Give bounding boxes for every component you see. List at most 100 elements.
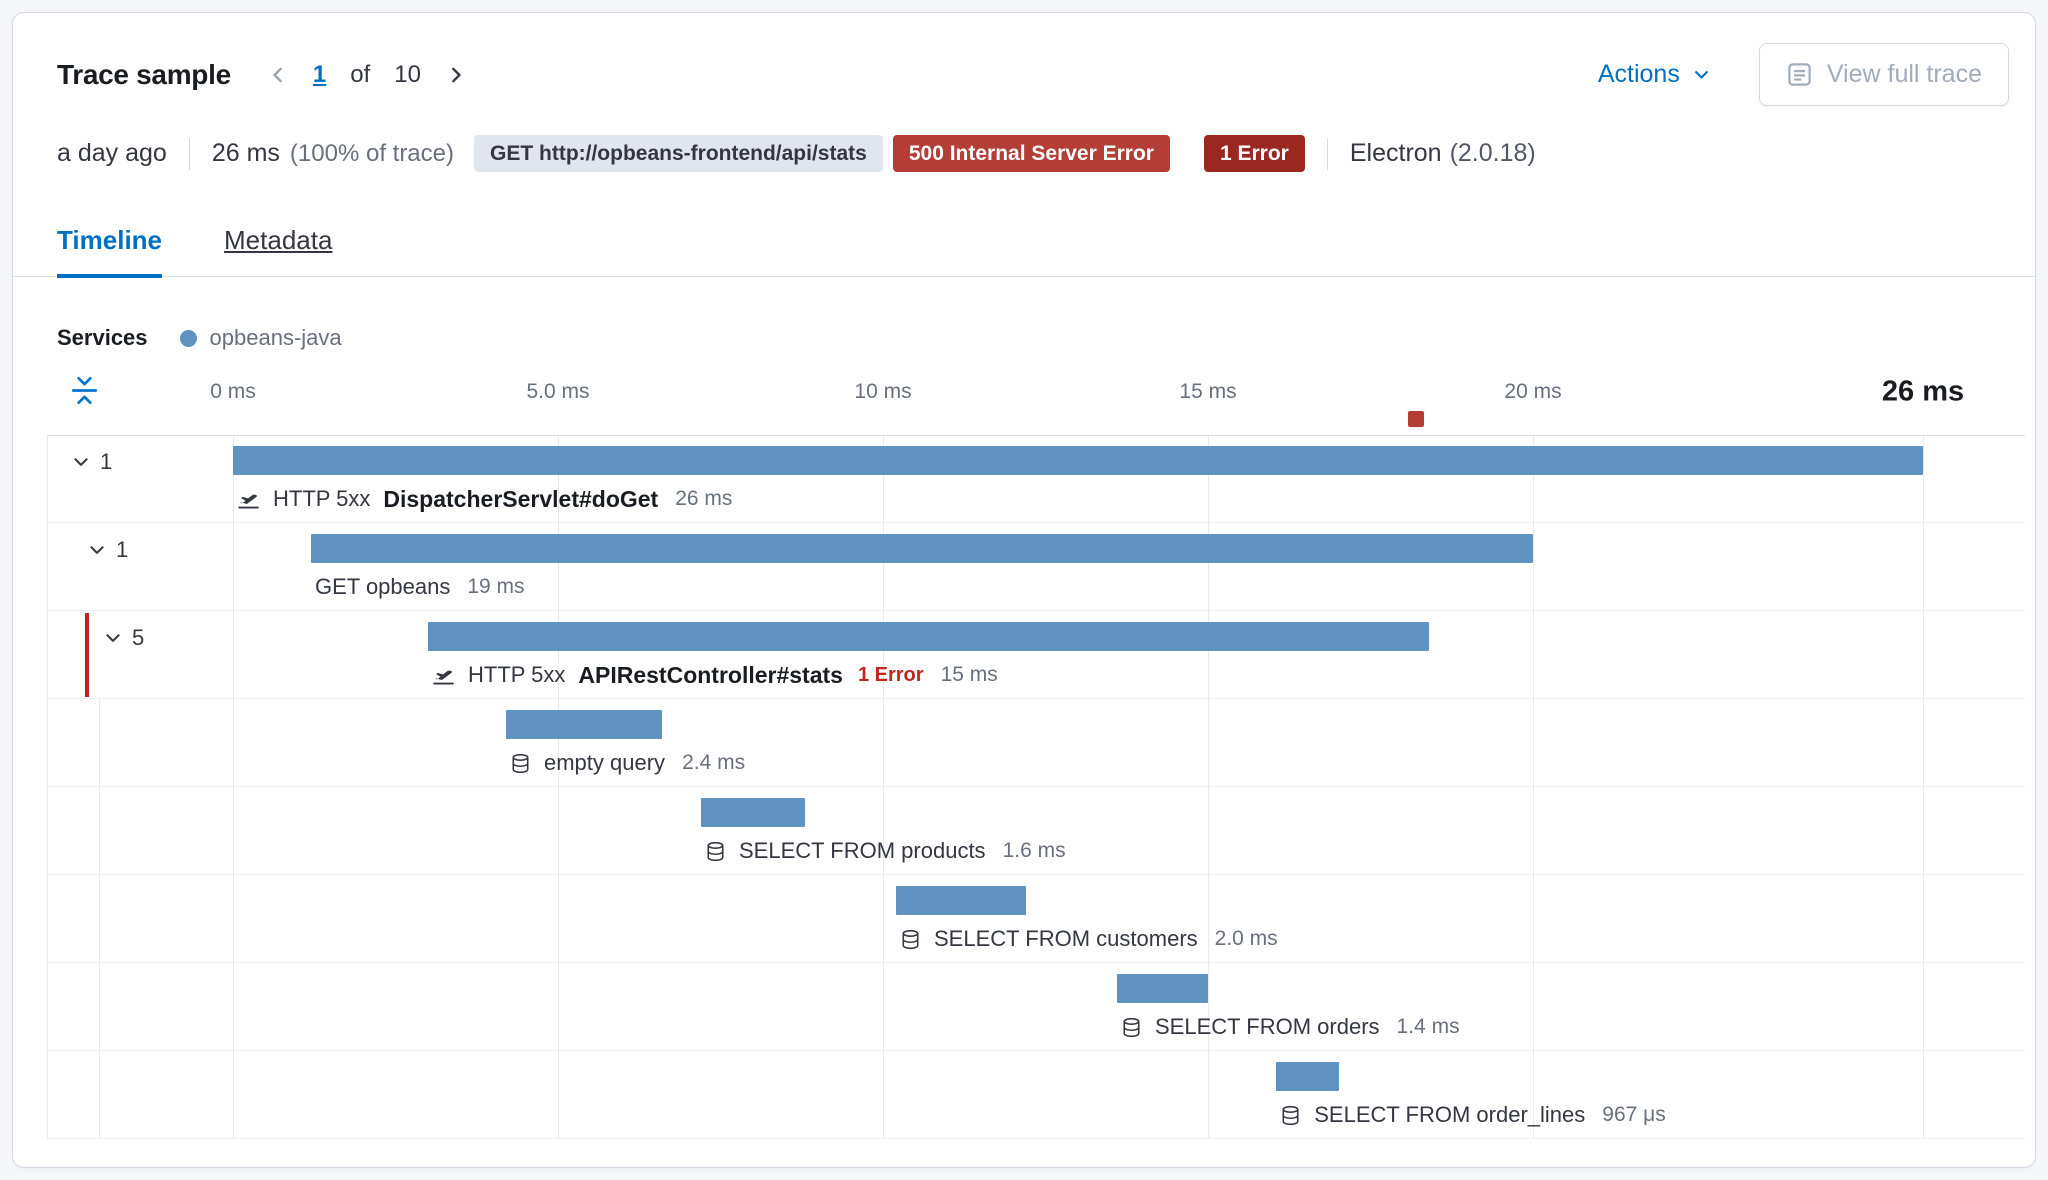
waterfall-row[interactable]: SELECT FROM order_lines 967 μs — [47, 1051, 2025, 1139]
trace-icon — [1786, 61, 1813, 88]
row-expand-toggle[interactable]: 5 — [103, 625, 144, 651]
divider — [188, 137, 190, 170]
span-error-label: 1 Error — [857, 663, 924, 686]
axis-gridline — [558, 435, 559, 1139]
database-icon — [1280, 1105, 1301, 1126]
span-label[interactable]: HTTP 5xx APIRestController#stats 1 Error 15… — [432, 658, 998, 692]
span-duration: 1.4 ms — [1396, 1015, 1460, 1038]
span-type-label: HTTP 5xx — [273, 486, 371, 511]
span-bar[interactable] — [506, 710, 662, 739]
page-title: Trace sample — [57, 58, 231, 90]
indent-guide-line — [99, 787, 100, 874]
chevron-down-icon — [1692, 65, 1711, 84]
span-bar[interactable] — [233, 446, 1923, 475]
row-expand-toggle[interactable]: 1 — [71, 449, 112, 475]
chevron-down-icon — [71, 452, 91, 472]
error-count-badge[interactable]: 1 Error — [1203, 135, 1305, 172]
collapse-all-icon[interactable] — [69, 375, 100, 411]
span-type-label: HTTP 5xx — [468, 662, 566, 687]
service-color-dot — [179, 329, 197, 347]
span-label[interactable]: GET opbeans 19 ms — [315, 570, 525, 604]
span-name: empty query — [544, 750, 666, 775]
span-label[interactable]: SELECT FROM orders 1.4 ms — [1121, 1010, 1460, 1044]
span-label[interactable]: SELECT FROM products 1.6 ms — [705, 834, 1066, 868]
span-bar[interactable] — [1117, 974, 1208, 1003]
waterfall-row[interactable]: 1 GET opbeans 19 ms — [47, 523, 2025, 611]
trace-timestamp: a day ago — [57, 139, 167, 167]
prev-trace-button[interactable] — [267, 64, 289, 86]
database-icon — [900, 929, 921, 950]
span-name: SELECT FROM customers — [934, 926, 1198, 951]
waterfall-row[interactable]: 1 HTTP 5xx DispatcherServlet#doGet 26 ms — [47, 435, 2025, 523]
span-label[interactable]: HTTP 5xx DispatcherServlet#doGet 26 ms — [237, 482, 732, 516]
waterfall-row[interactable]: SELECT FROM customers 2.0 ms — [47, 875, 2025, 963]
tabs-bar: Timeline Metadata — [13, 225, 2035, 278]
span-duration: 19 ms — [467, 575, 525, 598]
header-right: Actions View full trace — [1598, 43, 2009, 106]
axis-tick-label: 15 ms — [1179, 380, 1237, 403]
pagination-of-label: of — [350, 60, 371, 88]
axis-gridline — [883, 435, 884, 1139]
error-marker — [1408, 411, 1424, 427]
trace-pagination: 1 of 10 — [267, 61, 467, 89]
header-left: Trace sample 1 of 10 — [57, 59, 467, 91]
actions-label: Actions — [1597, 60, 1680, 88]
chevron-down-icon — [103, 628, 123, 648]
actions-menu-button[interactable]: Actions — [1598, 60, 1711, 89]
span-bar[interactable] — [428, 622, 1429, 651]
waterfall-row[interactable]: SELECT FROM products 1.6 ms — [47, 787, 2025, 875]
span-duration: 967 μs — [1602, 1103, 1666, 1126]
span-name: APIRestController#stats — [578, 661, 843, 688]
axis-tick-label: 10 ms — [854, 380, 912, 403]
span-duration: 1.6 ms — [1002, 839, 1066, 862]
row-expand-toggle[interactable]: 1 — [87, 537, 128, 563]
span-name: SELECT FROM orders — [1155, 1014, 1380, 1039]
axis-tick-label: 0 ms — [210, 380, 256, 403]
database-icon — [1121, 1017, 1142, 1038]
indent-guide-line — [99, 963, 100, 1050]
axis-gridline — [1923, 435, 1924, 1139]
axis-tick-label: 5.0 ms — [526, 380, 590, 403]
transaction-icon — [237, 488, 260, 511]
span-duration: 2.0 ms — [1214, 927, 1278, 950]
axis-gridline — [233, 435, 234, 1139]
services-label: Services — [57, 325, 148, 350]
status-code-badge: 500 Internal Server Error — [892, 135, 1170, 172]
waterfall-row[interactable]: 5 HTTP 5xx APIRestController#stats 1 Error 1… — [47, 611, 2025, 699]
panel-header: Trace sample 1 of 10 Actions — [57, 43, 2009, 106]
child-count: 1 — [116, 537, 129, 562]
span-bar[interactable] — [701, 798, 805, 827]
span-bar[interactable] — [311, 534, 1533, 563]
span-name: GET opbeans — [315, 574, 451, 599]
span-name: SELECT FROM order_lines — [1314, 1102, 1586, 1127]
span-bar[interactable] — [1276, 1062, 1340, 1091]
tab-timeline[interactable]: Timeline — [57, 225, 163, 278]
span-label[interactable]: SELECT FROM customers 2.0 ms — [900, 922, 1278, 956]
waterfall-row[interactable]: empty query 2.4 ms — [47, 699, 2025, 787]
tab-metadata[interactable]: Metadata — [224, 225, 333, 255]
database-icon — [510, 753, 531, 774]
waterfall-chart: 0 ms 5.0 ms 10 ms 15 ms 20 ms 26 ms 1 HTTP 5xx D… — [13, 371, 2035, 1151]
transaction-icon — [432, 664, 455, 687]
view-full-trace-label: View full trace — [1826, 60, 1982, 88]
span-label[interactable]: empty query 2.4 ms — [510, 746, 745, 780]
span-duration: 15 ms — [940, 663, 998, 686]
trace-summary-bar: a day ago 26 ms (100% of trace) GET http… — [57, 135, 2009, 172]
error-accent-bar — [85, 613, 89, 697]
view-full-trace-button[interactable]: View full trace — [1758, 43, 2009, 106]
span-label[interactable]: SELECT FROM order_lines 967 μs — [1280, 1098, 1666, 1132]
axis-tick-label: 20 ms — [1504, 380, 1562, 403]
span-name: DispatcherServlet#doGet — [383, 485, 659, 512]
services-legend: Services opbeans-java — [57, 325, 342, 351]
current-page[interactable]: 1 — [312, 60, 327, 88]
span-bar[interactable] — [896, 886, 1026, 915]
next-trace-button[interactable] — [445, 64, 467, 86]
indent-guide-line — [99, 875, 100, 962]
service-name: opbeans-java — [209, 325, 342, 350]
agent-name: Electron — [1349, 139, 1442, 167]
indent-guide-line — [99, 1051, 100, 1138]
axis-gridline — [1208, 435, 1209, 1139]
span-duration: 26 ms — [675, 487, 733, 510]
trace-duration-percent: (100% of trace) — [289, 139, 454, 167]
waterfall-row[interactable]: SELECT FROM orders 1.4 ms — [47, 963, 2025, 1051]
